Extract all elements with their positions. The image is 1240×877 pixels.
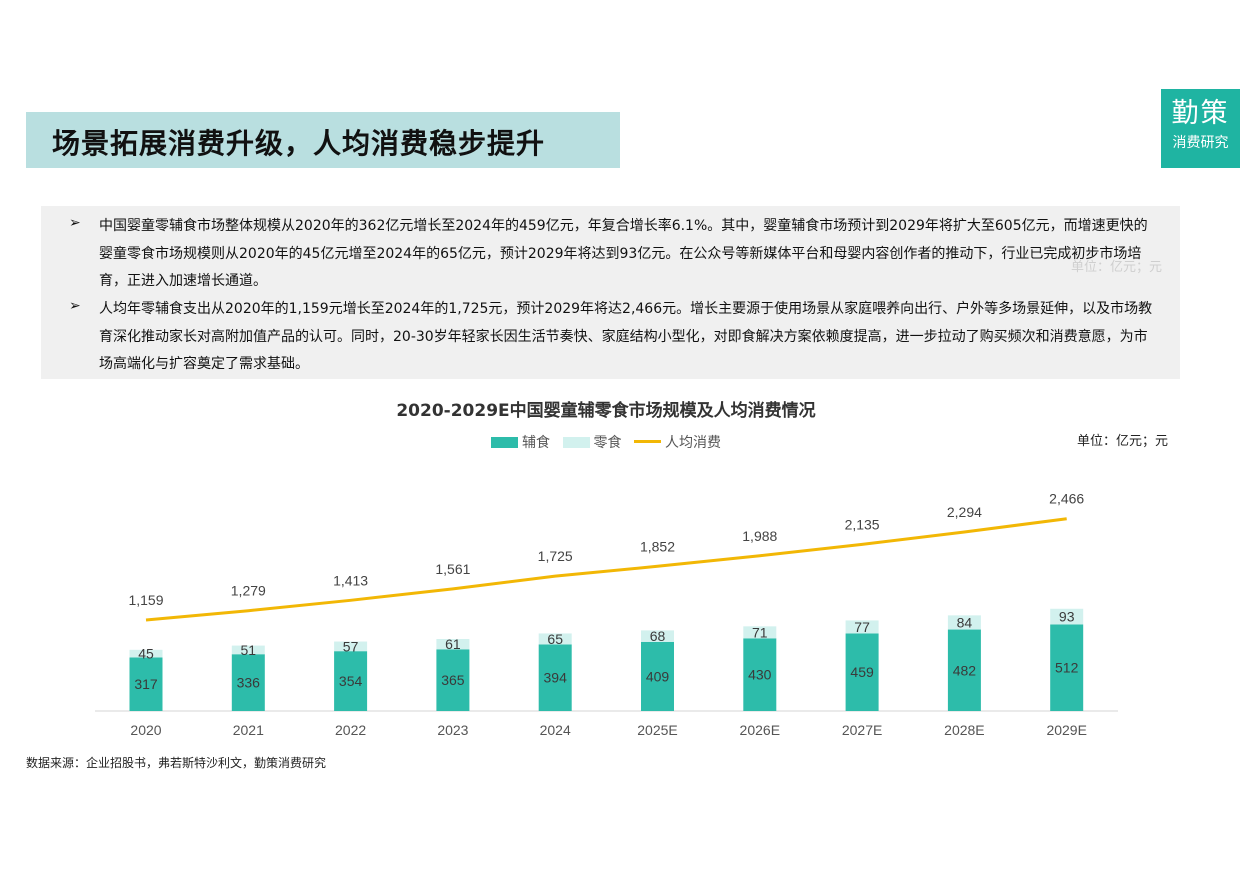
bar-lingshi-2026E [743, 626, 777, 639]
chart-legend: 辅食 零食 人均消费 [0, 432, 1212, 452]
arrow-bullet-icon: ➢ [69, 215, 81, 231]
title-banner: 场景拓展消费升级，人均消费稳步提升 [26, 112, 620, 168]
bar-fushi-2027E [845, 633, 879, 711]
data-label-lingshi-2020: 45 [138, 646, 154, 662]
chart-unit-label: 单位：亿元；元 [1076, 434, 1168, 449]
data-label-fushi-2029E: 512 [1055, 660, 1079, 676]
data-label-fushi-2026E: 430 [748, 667, 772, 683]
data-label-lingshi-2024: 65 [547, 631, 563, 647]
legend-label-lingshi: 零食 [593, 435, 622, 451]
bar-fushi-2025E [641, 641, 674, 711]
data-label-per-capita-2025E: 1,852 [640, 538, 675, 554]
data-label-lingshi-2022: 57 [343, 638, 359, 654]
x-tick-label-2022: 2022 [335, 722, 366, 738]
bar-fushi-2029E [1050, 624, 1084, 711]
legend-swatch-fushi [491, 437, 519, 448]
x-tick-label-2028E: 2028E [944, 722, 984, 738]
data-label-fushi-2025E: 409 [646, 668, 670, 684]
bar-lingshi-2027E [845, 620, 879, 634]
brand-logo: 勤策 消费研究 [1161, 89, 1240, 168]
data-label-lingshi-2029E: 93 [1059, 609, 1075, 625]
x-tick-label-2024: 2024 [540, 722, 571, 738]
data-label-lingshi-2021: 51 [241, 642, 257, 658]
x-tick-label-2020: 2020 [130, 722, 161, 738]
data-label-lingshi-2026E: 71 [752, 624, 768, 640]
bar-fushi-2028E [947, 629, 981, 711]
data-label-lingshi-2027E: 77 [854, 619, 870, 635]
data-label-per-capita-2020: 1,159 [128, 592, 163, 608]
data-label-fushi-2027E: 459 [850, 664, 874, 680]
x-tick-label-2023: 2023 [437, 722, 468, 738]
legend-item-per-capita: 人均消费 [633, 432, 721, 452]
data-label-lingshi-2023: 61 [445, 636, 461, 652]
data-label-per-capita-2027E: 2,135 [845, 516, 880, 532]
x-tick-label-2025E: 2025E [637, 722, 677, 738]
data-label-per-capita-2028E: 2,294 [947, 504, 982, 520]
bar-fushi-2024 [538, 644, 572, 711]
x-tick-label-2027E: 2027E [842, 722, 882, 738]
x-tick-label-2021: 2021 [233, 722, 264, 738]
chart-title: 2020-2029E中国婴童辅零食市场规模及人均消费情况 [396, 401, 816, 421]
data-label-fushi-2020: 317 [134, 676, 158, 692]
bar-lingshi-2021 [231, 645, 265, 655]
x-tick-label-2026E: 2026E [740, 722, 780, 738]
bar-lingshi-2020 [129, 649, 163, 658]
arrow-bullet-icon: ➢ [69, 298, 81, 314]
data-label-fushi-2023: 365 [441, 672, 465, 688]
brand-logo-name: 勤策 [1171, 98, 1230, 129]
bar-lingshi-2029E [1050, 608, 1084, 625]
page-title: 场景拓展消费升级，人均消费稳步提升 [52, 127, 546, 160]
data-label-fushi-2021: 336 [237, 675, 261, 691]
data-label-fushi-2028E: 482 [953, 662, 977, 678]
summary-box: 单位：亿元；元 ➢ 中国婴童零辅食市场整体规模从2020年的362亿元增长至20… [41, 206, 1180, 379]
legend-swatch-lingshi [562, 437, 590, 448]
data-label-lingshi-2025E: 68 [650, 628, 666, 644]
data-label-per-capita-2023: 1,561 [435, 561, 470, 577]
bar-fushi-2023 [436, 649, 470, 711]
data-label-per-capita-2021: 1,279 [231, 583, 266, 599]
x-tick-label-2029E: 2029E [1046, 722, 1086, 738]
bar-lingshi-2024 [538, 633, 572, 645]
data-label-per-capita-2022: 1,413 [333, 572, 368, 588]
bar-lingshi-2028E [947, 615, 981, 630]
line-per-capita [145, 517, 1067, 622]
bar-fushi-2021 [231, 654, 265, 711]
data-label-per-capita-2024: 1,725 [538, 548, 573, 564]
bar-lingshi-2023 [436, 639, 470, 650]
brand-logo-subtitle: 消费研究 [1172, 135, 1229, 151]
data-label-per-capita-2026E: 1,988 [742, 528, 777, 544]
legend-label-fushi: 辅食 [522, 435, 551, 451]
summary-faint-unit: 单位：亿元；元 [1070, 260, 1162, 275]
summary-paragraph-1: 中国婴童零辅食市场整体规模从2020年的362亿元增长至2024年的459亿元，… [99, 218, 1148, 289]
data-label-lingshi-2028E: 84 [957, 614, 973, 630]
legend-label-per-capita: 人均消费 [664, 435, 721, 451]
bar-fushi-2022 [334, 651, 368, 711]
summary-paragraph-2: 人均年零辅食支出从2020年的1,159元增长至2024年的1,725元，预计2… [99, 301, 1153, 372]
bar-fushi-2020 [129, 657, 163, 711]
data-label-fushi-2024: 394 [544, 670, 568, 686]
bar-lingshi-2022 [334, 641, 368, 652]
legend-item-lingshi: 零食 [562, 432, 622, 452]
data-label-per-capita-2029E: 2,466 [1049, 491, 1084, 507]
legend-swatch-per-capita [633, 440, 661, 443]
bar-lingshi-2025E [641, 630, 674, 642]
data-source-note: 数据来源：企业招股书，弗若斯特沙利文，勤策消费研究 [26, 756, 327, 770]
bar-fushi-2026E [743, 638, 777, 711]
legend-item-fushi: 辅食 [491, 432, 550, 452]
data-label-fushi-2022: 354 [339, 673, 363, 689]
